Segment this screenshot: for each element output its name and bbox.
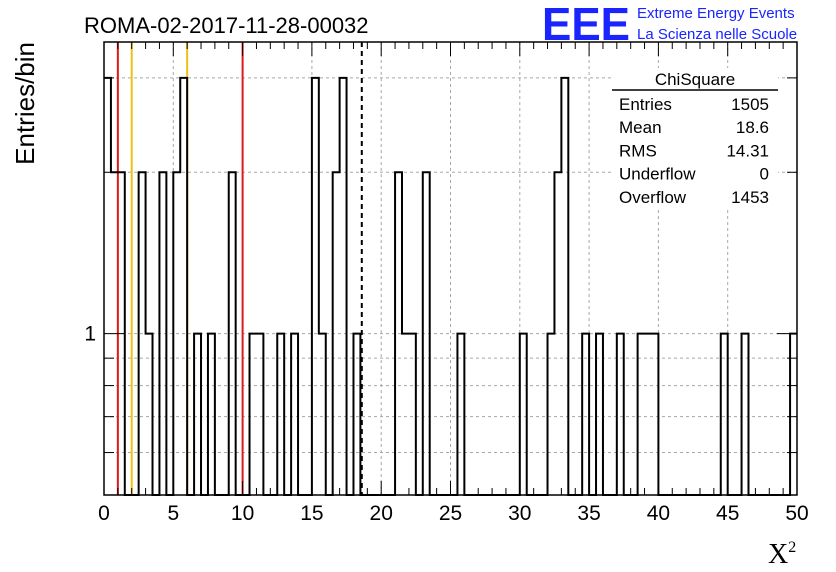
histogram-bin (561, 78, 568, 495)
x-tick-label: 0 (98, 502, 110, 525)
eee-logo: EEE Extreme Energy Events La Scienza nel… (542, 0, 797, 50)
histogram-bin (312, 78, 319, 495)
x-axis-label-base: X (768, 539, 788, 570)
histogram-bin (340, 78, 347, 495)
x-tick-label: 50 (785, 502, 808, 525)
histogram-bin (180, 78, 187, 495)
stats-box-background (612, 68, 778, 208)
reference-lines (116, 42, 363, 495)
logo-line-1: Extreme Energy Events (637, 5, 795, 22)
histogram-bin (104, 78, 111, 495)
x-tick-label: 5 (167, 502, 179, 525)
stats-row-label: Entries (619, 95, 672, 114)
stats-row-value: 0 (760, 165, 769, 184)
axis-ticks: 0 5 10 15 20 25 30 35 40 45 50 1 (84, 42, 809, 525)
x-tick-label: 45 (716, 502, 739, 525)
x-tick-label: 35 (577, 502, 600, 525)
x-tick-label: 25 (439, 502, 462, 525)
stats-title: ChiSquare (655, 70, 735, 89)
stats-row-value: 18.6 (736, 118, 769, 137)
stats-row-label: RMS (619, 141, 657, 160)
x-axis-label: X2 (768, 539, 796, 570)
stats-row-label: Underflow (619, 165, 696, 184)
stats-row-label: Overflow (619, 188, 687, 207)
stats-row-value: 1505 (731, 95, 769, 114)
stats-row-value: 1453 (731, 188, 769, 207)
chart-title: ROMA-02-2017-11-28-00032 (84, 13, 369, 38)
x-tick-label: 10 (231, 502, 254, 525)
stats-row-label: Mean (619, 118, 662, 137)
x-tick-label: 30 (508, 502, 531, 525)
x-tick-label: 15 (300, 502, 323, 525)
y-tick-label: 1 (84, 323, 96, 346)
logo-letters: EEE (542, 0, 630, 50)
stats-row-value: 14.31 (726, 141, 769, 160)
y-axis-label: Entries/bin (10, 42, 40, 165)
logo-line-2: La Scienza nelle Scuole (637, 26, 797, 43)
x-tick-label: 40 (647, 502, 670, 525)
x-axis-label-exponent: 2 (788, 539, 796, 556)
stats-box: ChiSquare Entries 1505 Mean 18.6 RMS 14.31 Unde… (612, 68, 778, 208)
x-tick-label: 20 (370, 502, 393, 525)
